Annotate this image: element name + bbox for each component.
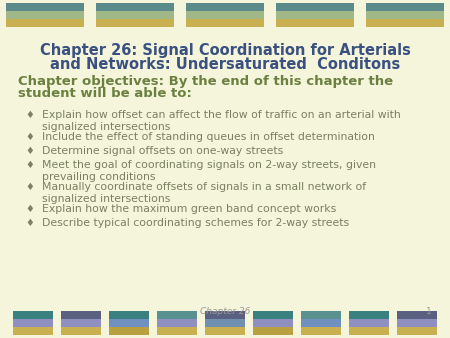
Bar [96, 3, 174, 11]
Bar [6, 11, 84, 19]
Bar [397, 311, 437, 319]
Text: ♦: ♦ [26, 132, 34, 142]
Bar [61, 319, 101, 327]
Bar [186, 19, 264, 27]
Text: Manually coordinate offsets of signals in a small network of
signalized intersec: Manually coordinate offsets of signals i… [42, 182, 366, 204]
Bar [253, 319, 293, 327]
Bar [186, 3, 264, 11]
Text: and Networks: Undersaturated  Conditons: and Networks: Undersaturated Conditons [50, 57, 400, 72]
Bar [205, 311, 245, 319]
Text: Include the effect of standing queues in offset determination: Include the effect of standing queues in… [42, 132, 375, 142]
Text: ♦: ♦ [26, 110, 34, 120]
Bar [349, 311, 389, 319]
Bar [109, 311, 149, 319]
Text: student will be able to:: student will be able to: [18, 87, 192, 100]
Bar [157, 311, 197, 319]
Bar [276, 11, 354, 19]
Bar [157, 319, 197, 327]
Bar [96, 11, 174, 19]
Text: ♦: ♦ [26, 204, 34, 214]
Bar [13, 327, 53, 335]
Bar [13, 311, 53, 319]
Text: ♦: ♦ [26, 218, 34, 228]
Bar [301, 319, 341, 327]
Text: Chapter objectives: By the end of this chapter the: Chapter objectives: By the end of this c… [18, 75, 393, 88]
Text: 1: 1 [426, 307, 432, 316]
Bar [109, 319, 149, 327]
Text: Meet the goal of coordinating signals on 2-way streets, given
prevailing conditi: Meet the goal of coordinating signals on… [42, 160, 376, 183]
Text: ♦: ♦ [26, 160, 34, 170]
Bar [253, 327, 293, 335]
Text: Explain how offset can affect the flow of traffic on an arterial with
signalized: Explain how offset can affect the flow o… [42, 110, 401, 132]
Text: Chapter 26: Signal Coordination for Arterials: Chapter 26: Signal Coordination for Arte… [40, 43, 410, 58]
Bar [109, 327, 149, 335]
Bar [276, 19, 354, 27]
Bar [6, 19, 84, 27]
Bar [61, 311, 101, 319]
Text: Describe typical coordinating schemes for 2-way streets: Describe typical coordinating schemes fo… [42, 218, 349, 228]
Bar [157, 327, 197, 335]
Bar [366, 11, 444, 19]
Bar [6, 3, 84, 11]
Bar [366, 3, 444, 11]
Text: Explain how the maximum green band concept works: Explain how the maximum green band conce… [42, 204, 336, 214]
Bar [61, 327, 101, 335]
Bar [301, 327, 341, 335]
Bar [96, 19, 174, 27]
Bar [253, 311, 293, 319]
Bar [349, 327, 389, 335]
Bar [13, 319, 53, 327]
Text: ♦: ♦ [26, 146, 34, 156]
Bar [397, 319, 437, 327]
Bar [366, 19, 444, 27]
Bar [186, 11, 264, 19]
Bar [205, 319, 245, 327]
Bar [397, 327, 437, 335]
Bar [349, 319, 389, 327]
Text: Determine signal offsets on one-way streets: Determine signal offsets on one-way stre… [42, 146, 283, 156]
Text: Chapter 26: Chapter 26 [200, 307, 250, 316]
Bar [276, 3, 354, 11]
Text: ♦: ♦ [26, 182, 34, 192]
Bar [301, 311, 341, 319]
Bar [205, 327, 245, 335]
